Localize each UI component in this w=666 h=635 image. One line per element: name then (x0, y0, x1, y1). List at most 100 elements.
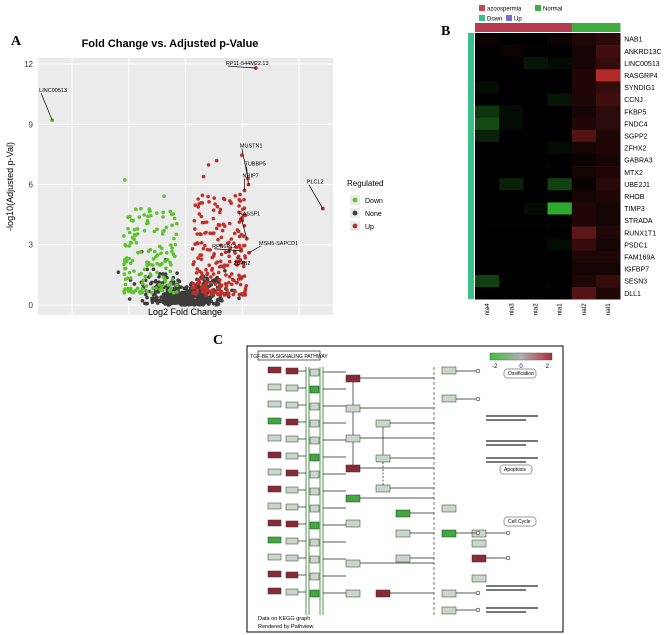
volcano-point (190, 302, 194, 306)
volcano-point (241, 264, 246, 269)
volcano-point (151, 286, 155, 291)
volcano-point (229, 272, 234, 276)
pathway-gene-node (395, 529, 411, 538)
volcano-point (238, 192, 242, 197)
heatmap: azoospermia Normal Down Up NAB1 ANKRD13C LINC… (468, 5, 662, 315)
pathway-annotation-text (486, 444, 526, 446)
pathway-gene-node (309, 368, 320, 377)
volcano-point (143, 301, 147, 306)
label-leader-line (235, 262, 244, 267)
point-label: RPS6P12 (212, 244, 236, 250)
volcano-point (218, 243, 223, 248)
volcano-point (161, 215, 165, 219)
pathway-compound (475, 530, 481, 536)
volcano-point (218, 278, 222, 282)
heatmap-cell (475, 262, 500, 276)
heatmap-cell (596, 190, 621, 203)
volcano-point (208, 231, 212, 236)
pathway-gene-node (267, 400, 282, 408)
volcano-point (218, 210, 222, 215)
legend-key (352, 197, 358, 203)
volcano-point (237, 296, 241, 301)
gene-label: SESN3 (624, 279, 647, 286)
heatmap-cell (571, 117, 597, 131)
heatmap-cell (475, 117, 500, 131)
volcano-point (132, 232, 137, 237)
pathway-annotation-text (486, 589, 526, 591)
volcano-point (178, 293, 183, 297)
volcano-point (169, 295, 173, 299)
volcano-point (128, 261, 133, 266)
volcano-point (153, 292, 157, 297)
volcano-point (130, 258, 135, 263)
volcano-point (129, 290, 134, 294)
heatmap-cell (475, 202, 500, 215)
volcano-point (168, 289, 173, 293)
heatmap-cell (475, 93, 500, 106)
volcano-point (172, 236, 176, 241)
volcano-point (216, 237, 220, 242)
heatmap-cell (571, 262, 597, 276)
volcano-point (241, 207, 245, 212)
volcano-point (163, 277, 167, 282)
volcano-point (191, 299, 196, 303)
volcano-point (164, 266, 168, 271)
heatmap-cell (499, 154, 524, 167)
volcano-point (149, 290, 154, 295)
gene-label: RUNX1T1 (624, 230, 656, 237)
volcano-point (226, 292, 230, 297)
pathway-gene-node (345, 434, 361, 443)
volcano-point (142, 213, 147, 217)
volcano-point (204, 288, 209, 292)
volcano-point (243, 286, 248, 291)
gene-label: STRADA (624, 218, 653, 225)
heatmap-cell (475, 141, 500, 155)
volcano-point (232, 241, 236, 245)
sample-label: azoospermia2 (533, 303, 540, 315)
volcano-point (173, 242, 178, 247)
volcano-point (210, 266, 215, 271)
heatmap-cell (499, 129, 524, 143)
pathway-compound (505, 530, 511, 536)
y-tick-label: 6 (29, 180, 34, 189)
volcano-point (200, 220, 205, 225)
heatmap-cell (499, 117, 524, 131)
pathway-gene-node (267, 502, 282, 510)
heatmap-legend-label: Down (487, 17, 502, 23)
volcano-point (140, 287, 145, 291)
volcano-point (199, 253, 204, 258)
point-label: LINC00513 (39, 88, 67, 94)
heatmap-cell (571, 45, 597, 58)
volcano-title: Fold Change vs. Adjusted p-Value (82, 38, 259, 50)
volcano-point (236, 245, 241, 249)
volcano-point (127, 256, 131, 261)
volcano-point (244, 284, 249, 288)
heatmap-cell (571, 129, 597, 143)
y-tick-label: 9 (29, 120, 34, 129)
heatmap-cell (596, 178, 621, 191)
pathway-annotation-text (486, 611, 526, 613)
volcano-point (165, 257, 170, 262)
pathway-gene-node (441, 394, 457, 403)
volcano-point (238, 282, 243, 287)
pathway-gene-node (285, 588, 299, 596)
volcano-point (138, 250, 143, 254)
gene-label: FNDC4 (624, 121, 647, 128)
volcano-point (196, 302, 201, 307)
heatmap-cell (523, 250, 548, 264)
volcano-point (125, 276, 130, 280)
volcano-point (224, 273, 228, 277)
pathway-color-key (489, 352, 553, 361)
point-label: MSH5-SAPCD1 (259, 241, 298, 247)
volcano-point (170, 249, 174, 254)
point-label: PLCL2 (307, 180, 324, 186)
volcano-point (202, 287, 206, 291)
label-leader-line (308, 184, 324, 209)
heatmap-cell (475, 154, 500, 167)
volcano-point (128, 276, 133, 280)
gene-label: DLL1 (624, 291, 641, 298)
volcano-point (234, 259, 239, 264)
heatmap-cell (596, 117, 621, 131)
outcome-box (503, 368, 537, 379)
gene-label: PSDC1 (624, 242, 647, 249)
